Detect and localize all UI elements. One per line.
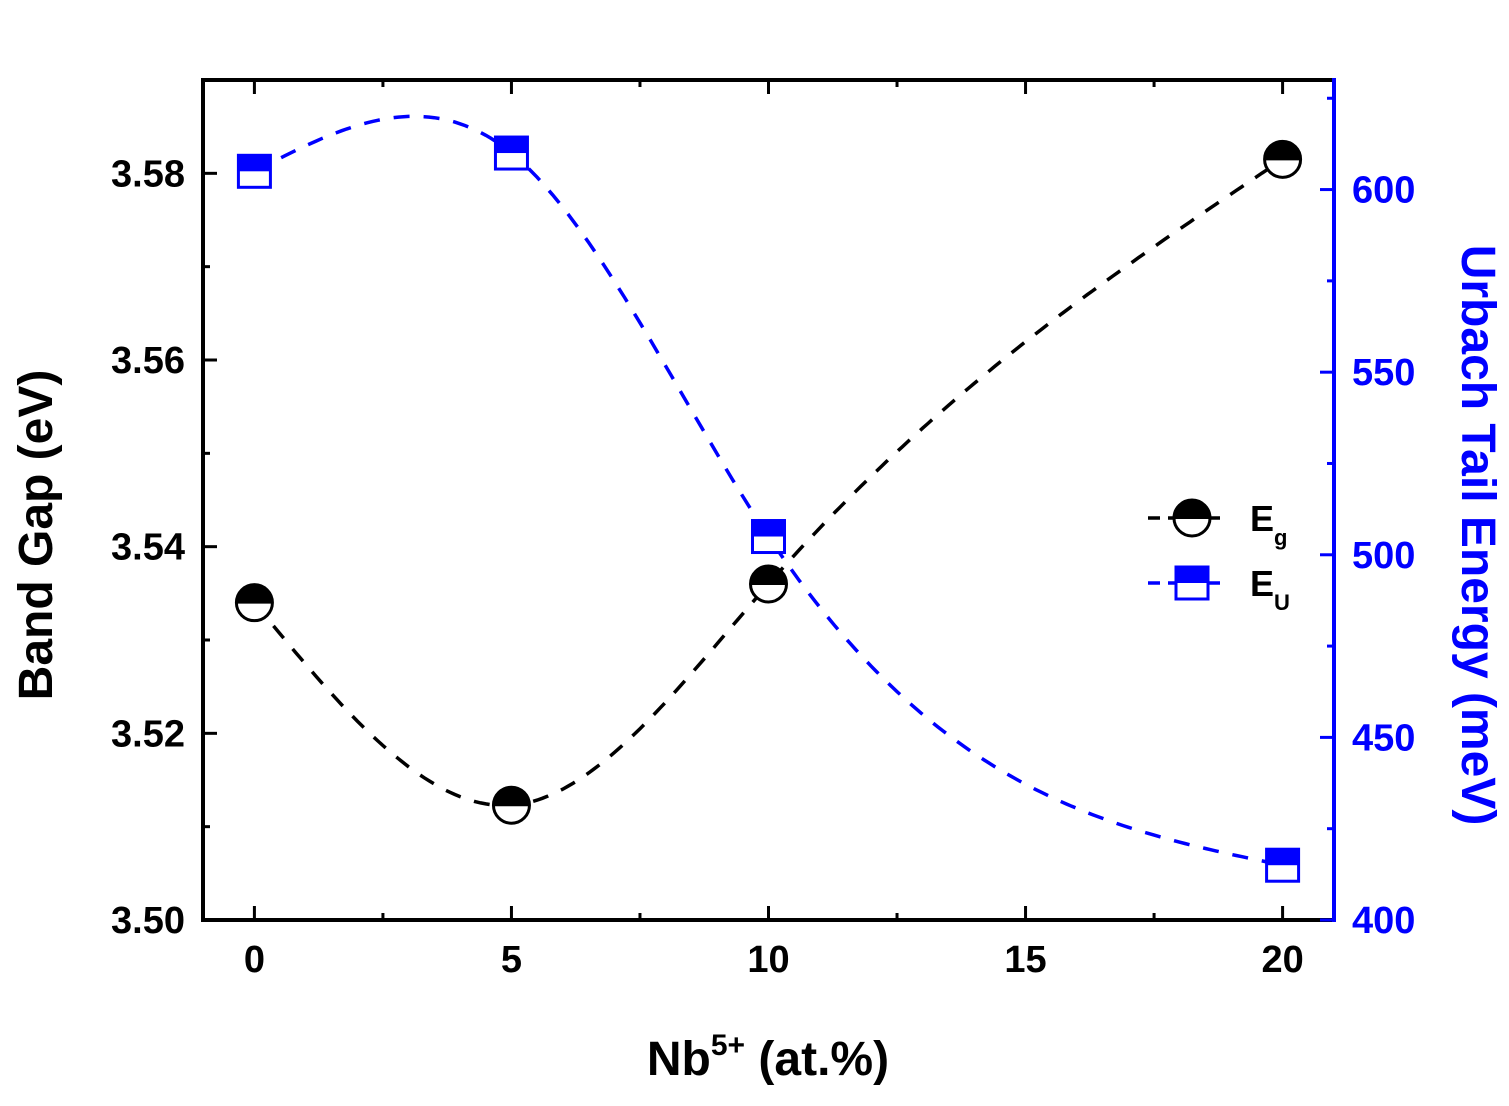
y-right-tick-label: 400 — [1352, 900, 1415, 942]
legend-marker-eg — [1172, 498, 1212, 538]
legend-label-eg: Eg — [1250, 498, 1287, 550]
data-point-eg — [749, 564, 788, 604]
x-axis-title: Nb5+ (at.%) — [647, 1029, 889, 1086]
y-left-axis-title: Band Gap (eV) — [10, 370, 63, 701]
data-point-eu — [236, 153, 272, 189]
y-left-tick-label: 3.50 — [111, 900, 185, 942]
series-curve-eu — [253, 114, 1283, 867]
y-left-tick-label: 3.58 — [111, 153, 185, 195]
data-point-eu — [1265, 847, 1301, 883]
data-point-eu — [493, 135, 529, 171]
y-right-tick-label: 600 — [1352, 170, 1415, 212]
legend-label-eu: EU — [1250, 563, 1290, 615]
y-right-tick-label: 550 — [1352, 352, 1415, 394]
y-right-axis-title: Urbach Tail Energy (meV) — [1451, 245, 1504, 826]
x-tick-label: 10 — [747, 939, 789, 981]
x-tick-label: 5 — [501, 939, 522, 981]
legend-marker-eu — [1174, 565, 1210, 601]
tick-labels: 0 5 10 15 20 3.50 3.52 3.54 3.56 3.58 400 450 500 550… — [111, 153, 1415, 981]
x-tick-label: 15 — [1004, 939, 1046, 981]
series-curve-eg — [253, 157, 1284, 808]
data-markers — [234, 135, 1303, 883]
y-left-tick-label: 3.54 — [111, 527, 185, 569]
data-point-eg — [1263, 139, 1303, 179]
x-tick-label: 0 — [244, 939, 265, 981]
y-right-tick-label: 500 — [1352, 535, 1415, 577]
x-tick-label: 20 — [1261, 939, 1303, 981]
y-right-tick-label: 450 — [1352, 717, 1415, 759]
y-left-tick-label: 3.52 — [111, 713, 185, 755]
y-left-tick-label: 3.56 — [111, 340, 185, 382]
data-point-eu — [751, 519, 786, 555]
data-point-eg — [491, 785, 531, 825]
axis-ticks — [203, 80, 1334, 922]
legend: Eg EU — [1148, 498, 1290, 615]
fit-curves — [253, 114, 1284, 867]
plot-frame — [201, 78, 1336, 922]
data-point-eg — [234, 583, 274, 623]
